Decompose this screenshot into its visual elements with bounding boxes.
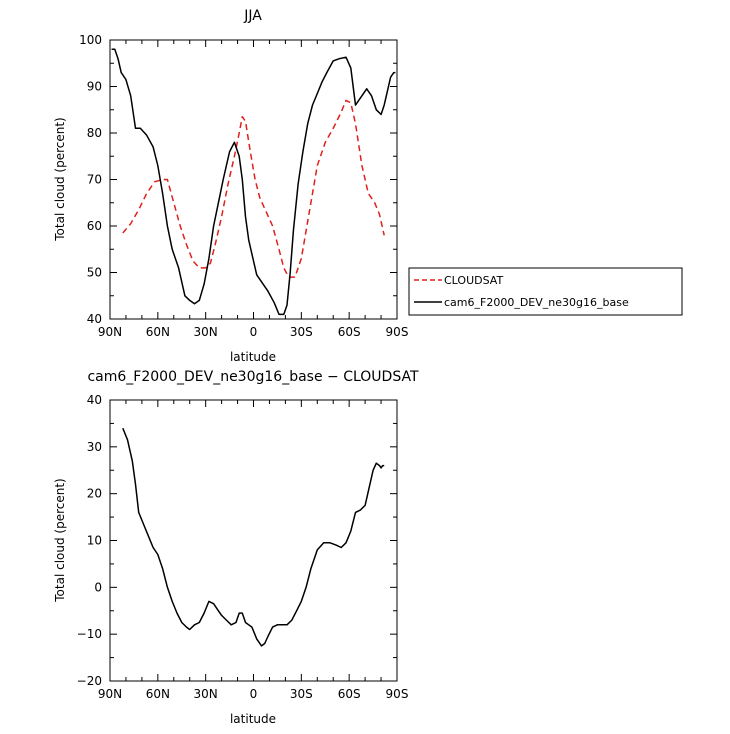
legend-label-cloudsat: CLOUDSAT <box>444 274 503 287</box>
x-tick-label: 90N <box>98 687 122 701</box>
bottom-y-axis-title: Total cloud (percent) <box>53 478 67 602</box>
top-x-axis-title: latitude <box>230 350 276 364</box>
top-panel: JJA 90N 60N 30N 0 30S 60S 90S 40 50 60 70 80 90 100 l… <box>53 8 408 364</box>
y-tick-label: 10 <box>87 534 102 548</box>
bottom-x-axis-title: latitude <box>230 712 276 726</box>
top-plot-frame <box>109 39 398 320</box>
y-tick-label: −10 <box>77 627 102 641</box>
bottom-series <box>122 427 385 647</box>
y-tick-label: 50 <box>87 266 102 280</box>
x-tick-label: 90N <box>98 325 122 339</box>
bottom-panel-title: cam6_F2000_DEV_ne30g16_base − CLOUDSAT <box>87 369 418 385</box>
bottom-ticks: 90N 60N 30N 0 30S 60S 90S −20 −10 0 10 20 30 40 <box>77 393 409 701</box>
y-tick-label: 40 <box>87 393 102 407</box>
x-tick-label: 0 <box>250 687 258 701</box>
x-tick-label: 90S <box>386 687 409 701</box>
y-tick-label: 100 <box>79 33 102 47</box>
series-line-diff-0 <box>122 427 385 647</box>
y-tick-label: 30 <box>87 440 102 454</box>
x-tick-label: 30S <box>290 687 313 701</box>
x-tick-label: 60N <box>146 325 170 339</box>
x-tick-label: 90S <box>386 325 409 339</box>
series-line-cam6-f2000-dev-ne30g16-base <box>111 48 396 316</box>
top-panel-title: JJA <box>243 8 262 24</box>
legend: CLOUDSAT cam6_F2000_DEV_ne30g16_base <box>408 267 683 316</box>
bottom-panel: cam6_F2000_DEV_ne30g16_base − CLOUDSAT 9… <box>53 369 419 726</box>
legend-label-cam6: cam6_F2000_DEV_ne30g16_base <box>444 296 629 309</box>
x-tick-label: 60S <box>338 687 361 701</box>
x-tick-label: 30N <box>194 687 218 701</box>
y-tick-label: 40 <box>87 312 102 326</box>
y-tick-label: 0 <box>94 580 102 594</box>
y-tick-label: −20 <box>77 674 102 688</box>
x-tick-label: 30N <box>194 325 218 339</box>
y-tick-label: 20 <box>87 487 102 501</box>
x-tick-label: 0 <box>250 325 258 339</box>
y-tick-label: 90 <box>87 80 102 94</box>
x-tick-label: 60S <box>338 325 361 339</box>
x-tick-label: 30S <box>290 325 313 339</box>
y-tick-label: 60 <box>87 219 102 233</box>
bottom-plot-frame <box>109 399 398 682</box>
top-y-axis-title: Total cloud (percent) <box>53 117 67 241</box>
top-series <box>111 48 396 316</box>
y-tick-label: 80 <box>87 126 102 140</box>
y-tick-label: 70 <box>87 173 102 187</box>
legend-frame <box>408 267 683 316</box>
series-line-cloudsat <box>122 99 385 278</box>
top-ticks: 90N 60N 30N 0 30S 60S 90S 40 50 60 70 80 90 100 <box>79 33 408 339</box>
x-tick-label: 60N <box>146 687 170 701</box>
